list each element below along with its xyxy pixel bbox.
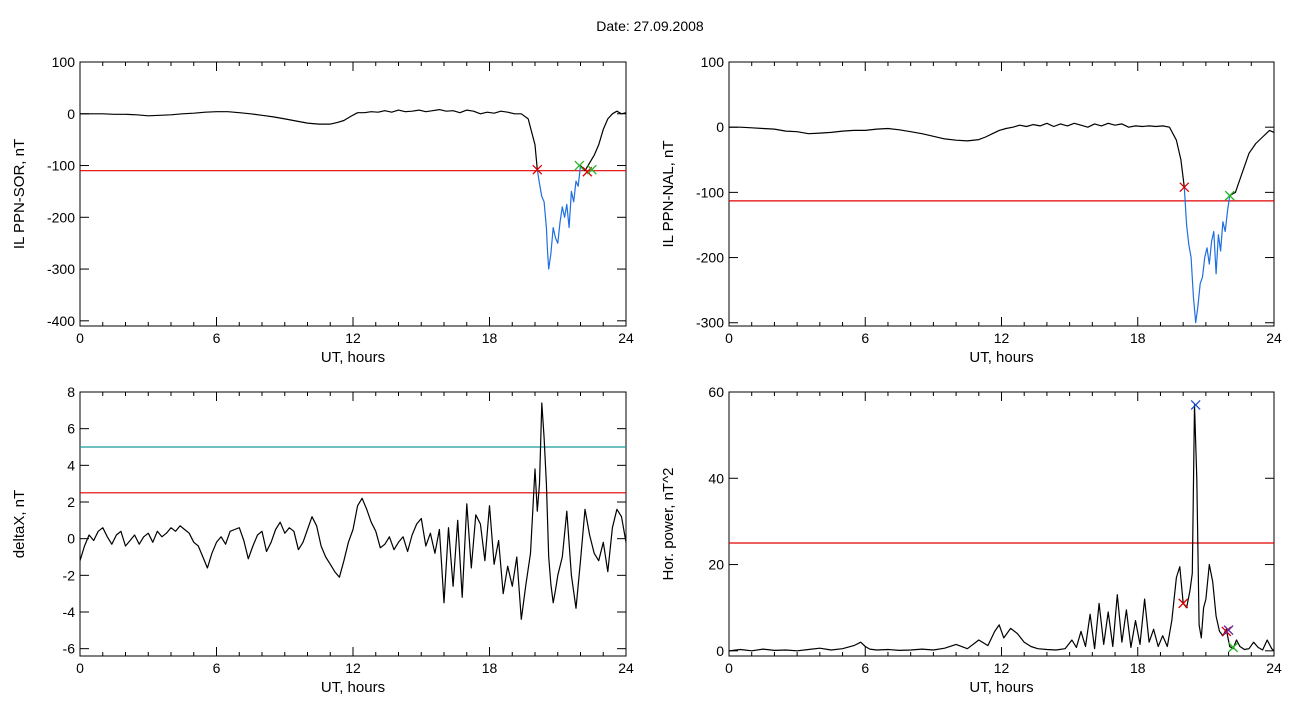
y-tick-label: -2 bbox=[63, 567, 76, 583]
x-tick-label: 6 bbox=[861, 660, 869, 676]
x-axis-label: UT, hours bbox=[969, 679, 1033, 696]
chart-deltax: 0 6 12 18 24 8 6 4 2 0 -2 -4 -6 UT, hours deltaX, nT bbox=[11, 384, 634, 696]
y-tick-label: 0 bbox=[716, 119, 724, 135]
data-layer bbox=[80, 402, 626, 620]
y-tick-label: 8 bbox=[67, 384, 75, 400]
event-marker bbox=[1179, 182, 1190, 193]
x-tick-label: 24 bbox=[618, 660, 634, 676]
event-marker bbox=[1228, 642, 1239, 653]
y-tick-label: 20 bbox=[708, 557, 724, 573]
data-layer bbox=[729, 399, 1274, 653]
event-marker bbox=[1224, 190, 1235, 201]
series-line bbox=[80, 108, 538, 170]
x-tick-label: 18 bbox=[482, 660, 498, 676]
x-tick-label: 24 bbox=[1266, 660, 1282, 676]
y-tick-label: 4 bbox=[67, 457, 75, 473]
x-tick-label: 6 bbox=[213, 660, 221, 676]
y-tick-label: 6 bbox=[67, 421, 75, 437]
x-tick-label: 12 bbox=[994, 330, 1010, 346]
x-axis-label: UT, hours bbox=[321, 679, 385, 696]
series-line bbox=[1229, 129, 1274, 197]
chart-power: 0 6 12 18 24 60 40 20 0 UT, hours Hor. power, nT^2 bbox=[660, 384, 1282, 696]
y-tick-label: -300 bbox=[696, 315, 724, 331]
event-marker bbox=[1178, 598, 1189, 609]
y-axis-label: IL PPN-NAL, nT bbox=[660, 141, 677, 248]
data-layer bbox=[729, 122, 1274, 324]
x-tick-label: 24 bbox=[1266, 330, 1282, 346]
x-tick-label: 12 bbox=[994, 660, 1010, 676]
series-line bbox=[729, 122, 1185, 188]
x-tick-label: 6 bbox=[213, 330, 221, 346]
y-tick-label: -100 bbox=[47, 158, 75, 174]
event-marker bbox=[574, 160, 585, 171]
x-tick-label: 12 bbox=[345, 330, 361, 346]
x-tick-label: 6 bbox=[861, 330, 869, 346]
y-tick-label: 100 bbox=[52, 54, 76, 70]
event-marker bbox=[1190, 399, 1201, 410]
y-tick-label: -200 bbox=[696, 250, 724, 266]
y-tick-label: 100 bbox=[701, 54, 725, 70]
y-tick-label: 2 bbox=[67, 494, 75, 510]
y-tick-label: -6 bbox=[63, 641, 76, 657]
x-tick-label: 18 bbox=[1130, 660, 1146, 676]
series-line bbox=[80, 402, 626, 620]
y-tick-label: 0 bbox=[67, 531, 75, 547]
event-marker bbox=[1223, 625, 1234, 636]
chart-nal: 0 6 12 18 24 100 0 -100 -200 -300 UT, hours IL PPN-… bbox=[660, 54, 1282, 366]
series-line bbox=[536, 165, 582, 270]
y-tick-label: 40 bbox=[708, 470, 724, 486]
y-tick-label: -300 bbox=[47, 261, 75, 277]
y-axis-label: Hor. power, nT^2 bbox=[660, 468, 677, 581]
x-tick-label: 0 bbox=[725, 330, 733, 346]
series-line bbox=[1183, 187, 1231, 324]
event-marker bbox=[586, 164, 597, 175]
x-tick-label: 18 bbox=[1130, 330, 1146, 346]
y-tick-label: -400 bbox=[47, 313, 75, 329]
y-tick-label: -200 bbox=[47, 209, 75, 225]
x-axis-label: UT, hours bbox=[969, 349, 1033, 366]
page-title: Date: 27.09.2008 bbox=[596, 18, 704, 34]
y-axis-label: IL PPN-SOR, nT bbox=[11, 139, 28, 249]
series-line bbox=[729, 404, 1274, 652]
y-tick-label: 60 bbox=[708, 384, 724, 400]
y-tick-label: 0 bbox=[716, 643, 724, 659]
x-tick-label: 0 bbox=[76, 330, 84, 346]
chart-sor: 0 6 12 18 24 100 0 -100 -200 -300 -400 UT, hours IL … bbox=[11, 54, 634, 366]
x-tick-label: 18 bbox=[482, 330, 498, 346]
x-axis-label: UT, hours bbox=[321, 349, 385, 366]
y-axis-label: deltaX, nT bbox=[11, 490, 28, 558]
y-tick-label: -100 bbox=[696, 184, 724, 200]
x-tick-label: 0 bbox=[76, 660, 84, 676]
event-marker bbox=[1221, 626, 1232, 637]
plot-frame bbox=[728, 391, 1275, 657]
plot-frame bbox=[79, 61, 627, 327]
x-tick-label: 24 bbox=[618, 330, 634, 346]
x-tick-label: 0 bbox=[725, 660, 733, 676]
data-layer bbox=[80, 108, 626, 270]
event-marker bbox=[532, 164, 543, 175]
y-tick-label: -4 bbox=[63, 604, 76, 620]
x-tick-label: 12 bbox=[345, 660, 361, 676]
y-tick-label: 0 bbox=[67, 106, 75, 122]
series-line bbox=[580, 110, 626, 172]
